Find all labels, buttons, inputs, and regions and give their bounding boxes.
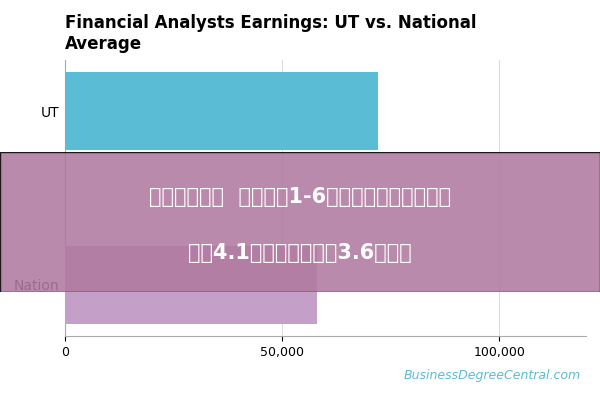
Text: Financial Analysts Earnings: UT vs. National
Average: Financial Analysts Earnings: UT vs. Nati…: [65, 14, 476, 53]
Bar: [65, 72, 377, 150]
FancyBboxPatch shape: [0, 152, 600, 292]
Text: 在线证券杠杆  人社部：1-6月三项社会保险基金总: 在线证券杠杆 人社部：1-6月三项社会保险基金总: [149, 187, 451, 207]
Text: BusinessDegreeCentral.com: BusinessDegreeCentral.com: [404, 369, 581, 382]
Text: 收入4.1万亿元、总支出3.6万亿元: 收入4.1万亿元、总支出3.6万亿元: [188, 243, 412, 263]
Bar: [65, 246, 317, 324]
